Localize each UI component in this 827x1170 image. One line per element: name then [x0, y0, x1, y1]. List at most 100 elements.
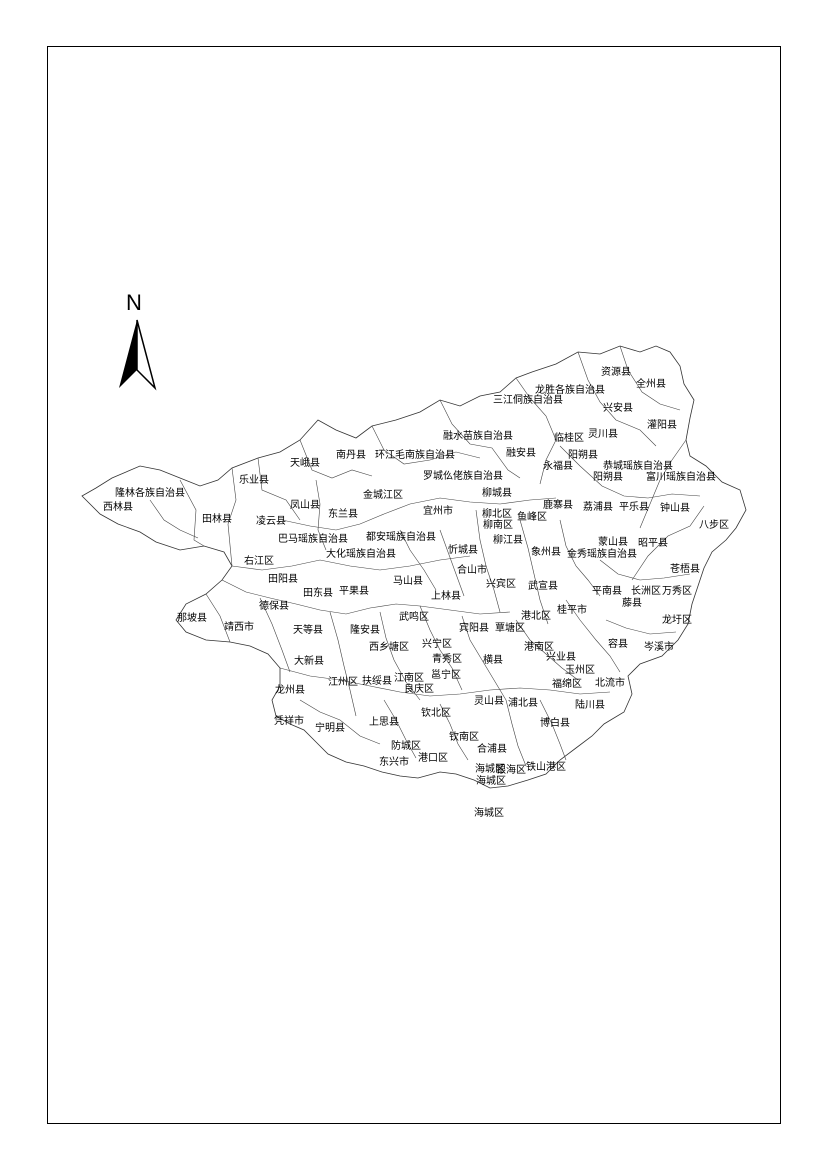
north-letter: N — [126, 290, 142, 315]
county-label: 德保县 — [259, 601, 289, 612]
county-label: 东兰县 — [328, 509, 358, 520]
county-label: 永福县 — [543, 461, 573, 472]
county-label: 江州区 — [328, 677, 358, 688]
county-label: 覃塘区 — [495, 623, 525, 634]
county-label: 都安瑶族自治县 — [366, 532, 436, 543]
county-label: 阳朔县 — [568, 450, 598, 461]
county-label: 临桂区 — [554, 433, 584, 444]
county-label: 钦南区 — [449, 732, 479, 743]
county-label: 海城区 — [475, 764, 505, 775]
county-label: 西乡塘区 — [369, 642, 409, 653]
north-arrow-icon — [119, 319, 157, 391]
county-label: 邕宁区 — [431, 670, 461, 681]
county-label: 凭祥市 — [274, 716, 304, 727]
county-label: 宾阳县 — [459, 623, 489, 634]
county-label: 东兴市 — [379, 757, 409, 768]
county-label: 港南区 — [524, 642, 554, 653]
county-label: 大新县 — [294, 656, 324, 667]
county-label: 防城区 — [391, 741, 421, 752]
county-label: 钟山县 — [660, 503, 690, 514]
county-label: 田东县 — [303, 588, 333, 599]
county-label: 宜州市 — [423, 506, 453, 517]
county-label: 钦北区 — [421, 708, 451, 719]
county-label: 宁明县 — [315, 723, 345, 734]
county-label: 田阳县 — [268, 574, 298, 585]
county-label: 靖西市 — [224, 622, 254, 633]
county-label: 右江区 — [244, 556, 274, 567]
county-label: 藤县 — [622, 598, 642, 609]
county-label: 苍梧县 — [670, 564, 700, 575]
county-label: 天等县 — [293, 625, 323, 636]
county-label: 西林县 — [103, 502, 133, 513]
county-label: 天峨县 — [290, 458, 320, 469]
county-label: 恭城瑶族自治县 — [603, 461, 673, 472]
county-label: 灵川县 — [588, 429, 618, 440]
county-label: 凤山县 — [290, 500, 320, 511]
county-label: 融安县 — [506, 448, 536, 459]
county-label: 港口区 — [418, 753, 448, 764]
county-label: 柳江县 — [493, 535, 523, 546]
county-label: 海城区 — [474, 808, 504, 819]
county-label: 万秀区 — [662, 586, 692, 597]
county-label: 柳北区 — [482, 509, 512, 520]
county-label: 福绵区 — [552, 679, 582, 690]
county-label: 隆林各族自治县 — [115, 488, 185, 499]
county-label: 资源县 — [601, 367, 631, 378]
county-label: 上思县 — [369, 717, 399, 728]
county-label: 横县 — [483, 655, 503, 666]
county-label: 柳南区 — [483, 520, 513, 531]
county-label: 融水苗族自治县 — [443, 431, 513, 442]
map-frame — [47, 46, 781, 1124]
county-label: 南丹县 — [336, 450, 366, 461]
county-label: 武鸣区 — [399, 612, 429, 623]
county-label: 港北区 — [521, 611, 551, 622]
county-label: 罗城仫佬族自治县 — [423, 471, 503, 482]
county-label: 那坡县 — [177, 613, 207, 624]
county-label: 鹿寨县 — [543, 500, 573, 511]
county-label: 良庆区 — [404, 684, 434, 695]
county-label: 金城江区 — [363, 490, 403, 501]
county-label: 环江毛南族自治县 — [375, 450, 455, 461]
county-label: 长洲区 — [631, 586, 661, 597]
county-label: 乐业县 — [239, 475, 269, 486]
county-label: 青秀区 — [432, 654, 462, 665]
county-label: 北流市 — [595, 678, 625, 689]
county-label: 龙圩区 — [662, 615, 692, 626]
county-label: 合浦县 — [477, 744, 507, 755]
county-label: 平果县 — [339, 586, 369, 597]
county-label: 鱼峰区 — [517, 512, 547, 523]
county-label: 浦北县 — [508, 698, 538, 709]
county-label: 兴业县 — [546, 652, 576, 663]
county-label: 富川瑶族自治县 — [646, 472, 716, 483]
county-boundaries — [149, 345, 705, 767]
county-label: 博白县 — [540, 718, 570, 729]
county-label: 象州县 — [531, 547, 561, 558]
region-boundary — [81, 345, 747, 789]
county-label: 八步区 — [699, 520, 729, 531]
county-label: 铁山港区 — [526, 762, 566, 773]
county-label: 龙胜各族自治县 — [535, 385, 605, 396]
county-label: 银海区 — [496, 765, 526, 776]
county-label: 平南县 — [592, 586, 622, 597]
county-label: 武宣县 — [528, 581, 558, 592]
county-label: 平乐县 — [619, 502, 649, 513]
county-label: 忻城县 — [448, 545, 478, 556]
county-label: 凌云县 — [256, 516, 286, 527]
county-label: 海城区 — [476, 776, 506, 787]
county-label: 陆川县 — [575, 700, 605, 711]
county-label: 合山市 — [457, 565, 487, 576]
county-label: 岑溪市 — [644, 642, 674, 653]
county-label: 玉州区 — [565, 665, 595, 676]
county-label: 金秀瑶族自治县 — [567, 549, 637, 560]
county-label: 马山县 — [393, 576, 423, 587]
county-label: 兴宁区 — [422, 639, 452, 650]
county-label: 桂平市 — [557, 605, 587, 616]
county-label: 全州县 — [636, 379, 666, 390]
county-label: 田林县 — [202, 514, 232, 525]
county-label: 容县 — [608, 639, 628, 650]
county-label: 扶绥县 — [362, 676, 392, 687]
county-label: 阳朔县 — [593, 472, 623, 483]
county-label: 巴马瑶族自治县 — [278, 534, 348, 545]
county-label: 荔浦县 — [583, 502, 613, 513]
